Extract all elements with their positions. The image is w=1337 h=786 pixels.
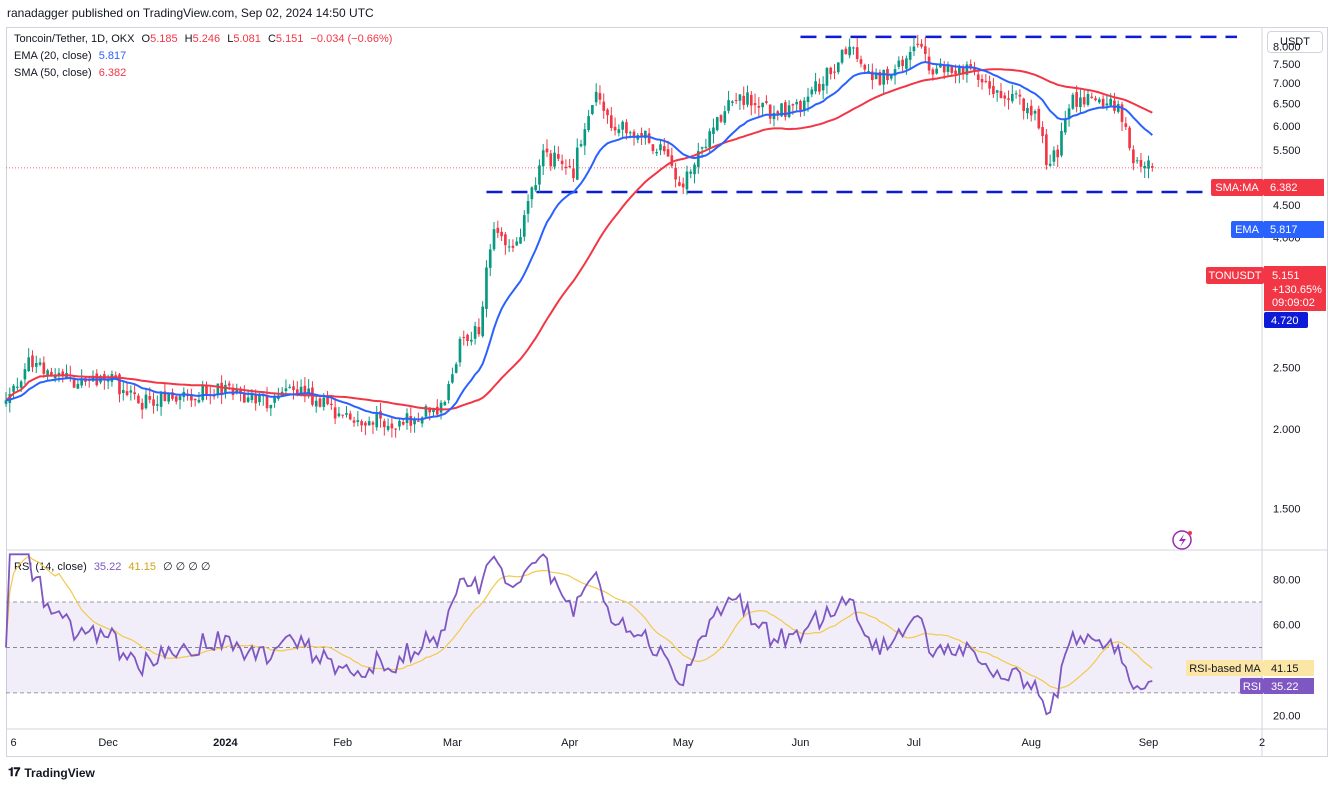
sma-legend-label: SMA (50, close) — [14, 67, 92, 79]
symbol-title: Toncoin/Tether, 1D, OKX — [14, 33, 135, 45]
rsi-legend-label: RSI (14, close) — [14, 561, 87, 573]
open-value: 5.185 — [150, 33, 178, 45]
sma-legend: SMA (50, close) 6.382 — [14, 67, 126, 79]
open-label: O — [141, 33, 151, 45]
rsi-ma-legend-value: 41.15 — [128, 561, 156, 573]
currency-button[interactable]: USDT — [1267, 31, 1323, 53]
ema-legend-value: 5.817 — [98, 50, 127, 62]
rsi-legend-extra: ∅ ∅ ∅ ∅ — [163, 561, 211, 573]
close-value: 5.151 — [275, 33, 304, 45]
chart-frame[interactable] — [6, 27, 1328, 757]
tradingview-logo[interactable]: 𝟏𝟕 TradingView — [8, 765, 95, 780]
ema-legend: EMA (20, close) 5.817 — [14, 50, 126, 62]
sma-legend-value: 6.382 — [98, 67, 127, 79]
close-label: C — [267, 33, 276, 45]
price-legend: Toncoin/Tether, 1D, OKX O5.185 H5.246 L5… — [14, 33, 392, 45]
brand-label: TradingView — [24, 765, 95, 780]
ema-legend-label: EMA (20, close) — [14, 50, 92, 62]
change-value: −0.034 (−0.66%) — [310, 33, 393, 45]
high-label: H — [184, 33, 193, 45]
rsi-legend-value: 35.22 — [93, 561, 122, 573]
low-value: 5.081 — [233, 33, 261, 45]
tv-mark-icon: 𝟏𝟕 — [8, 765, 20, 779]
publish-note: ranadagger published on TradingView.com,… — [7, 6, 374, 20]
rsi-legend: RSI (14, close) 35.22 41.15 ∅ ∅ ∅ ∅ — [14, 560, 211, 573]
low-label: L — [227, 33, 234, 45]
high-value: 5.246 — [192, 33, 221, 45]
